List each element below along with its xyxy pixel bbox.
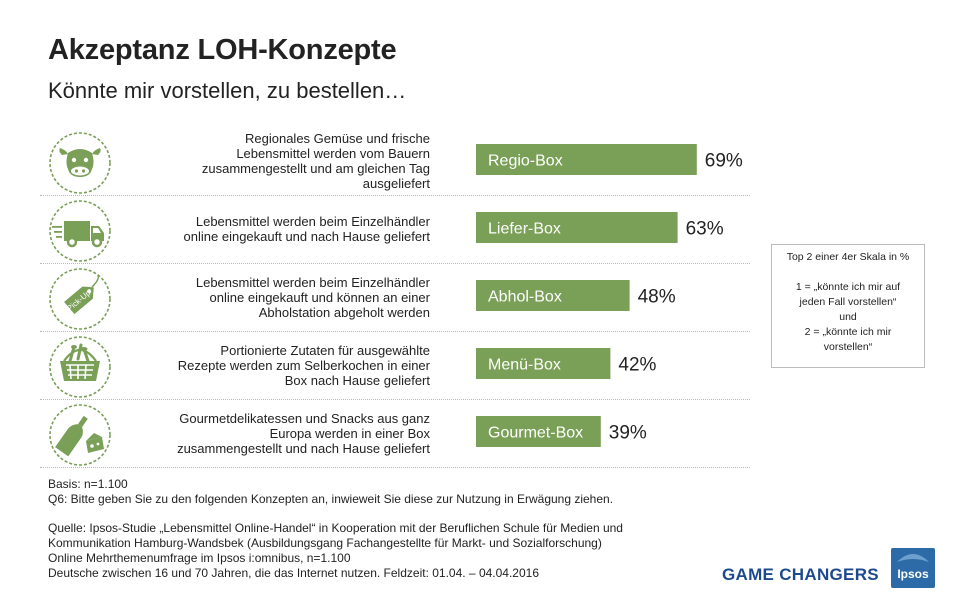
bar-chart: Regio-Box 69% Liefer-Box 63% Abhol-Box 48% Men… (476, 144, 743, 447)
page-subtitle: Könnte mir vorstellen, zu bestellen… (48, 78, 407, 103)
delivery-van-icon (49, 200, 111, 262)
shopping-basket-icon (49, 336, 111, 398)
bar-value-label: 39% (609, 423, 647, 444)
row-description: Gourmetdelikatessen und Snacks aus ganz … (177, 410, 430, 456)
row-description: Lebensmittel werden beim Einzelhändler o… (195, 274, 430, 320)
bar-category-label: Liefer-Box (488, 221, 561, 238)
bar-category-label: Abhol-Box (488, 289, 562, 306)
footnotes: Basis: n=1.100 Q6: Bitte geben Sie zu de… (48, 477, 623, 581)
page-title: Akzeptanz LOH-Konzepte (48, 34, 397, 66)
source-note: Quelle: Ipsos-Studie „Lebensmittel Onlin… (48, 521, 623, 535)
chart-row: Gourmetdelikatessen und Snacks aus ganz … (40, 400, 750, 468)
bar-category-label: Gourmet-Box (488, 425, 583, 442)
bar-menü-box (476, 348, 611, 379)
chart-area: Regionales Gemüse und frische Lebensmitt… (40, 128, 760, 468)
pickup-tag-icon: Pick-Up (49, 268, 111, 330)
chart-row: Lebensmittel werden beim Einzelhändler o… (40, 196, 750, 264)
row-description: Lebensmittel werden beim Einzelhändler o… (183, 214, 430, 244)
game-changers-tagline: GAME CHANGERS (722, 565, 879, 584)
question-note: Q6: Bitte geben Sie zu den folgenden Kon… (48, 492, 614, 506)
bar-category-label: Menü-Box (488, 357, 561, 374)
ipsos-logo: Ipsos (891, 548, 935, 588)
chart-row: Portionierte Zutaten für ausgewählte Rez… (40, 332, 750, 400)
bar-value-label: 48% (638, 287, 676, 308)
bar-value-label: 69% (705, 151, 743, 172)
cow-icon (49, 132, 111, 194)
row-description: Portionierte Zutaten für ausgewählte Rez… (177, 342, 430, 388)
wine-cheese-icon (49, 404, 111, 466)
bar-value-label: 42% (618, 355, 656, 376)
bar-regio-box (476, 144, 697, 175)
source-note: Online Mehrthemenumfrage im Ipsos i:omni… (48, 551, 351, 565)
chart-row: Pick-Up Lebensmittel werden beim Einzelh… (40, 264, 750, 332)
bar-abhol-box (476, 280, 630, 311)
bar-liefer-box (476, 212, 678, 243)
bar-category-label: Regio-Box (488, 153, 563, 170)
bar-gourmet-box (476, 416, 601, 447)
source-note: Deutsche zwischen 16 und 70 Jahren, die … (48, 566, 539, 580)
chart-row: Regionales Gemüse und frische Lebensmitt… (40, 128, 750, 196)
ipsos-logo-text: Ipsos (897, 567, 929, 581)
basis-note: Basis: n=1.100 (48, 477, 128, 491)
scale-legend-box: Top 2 einer 4er Skala in % 1 = „könnte i… (771, 244, 925, 368)
source-note: Kommunikation Hamburg-Wandsbek (Ausbildu… (48, 536, 602, 550)
bar-value-label: 63% (686, 219, 724, 240)
row-description: Regionales Gemüse und frische Lebensmitt… (201, 131, 430, 191)
